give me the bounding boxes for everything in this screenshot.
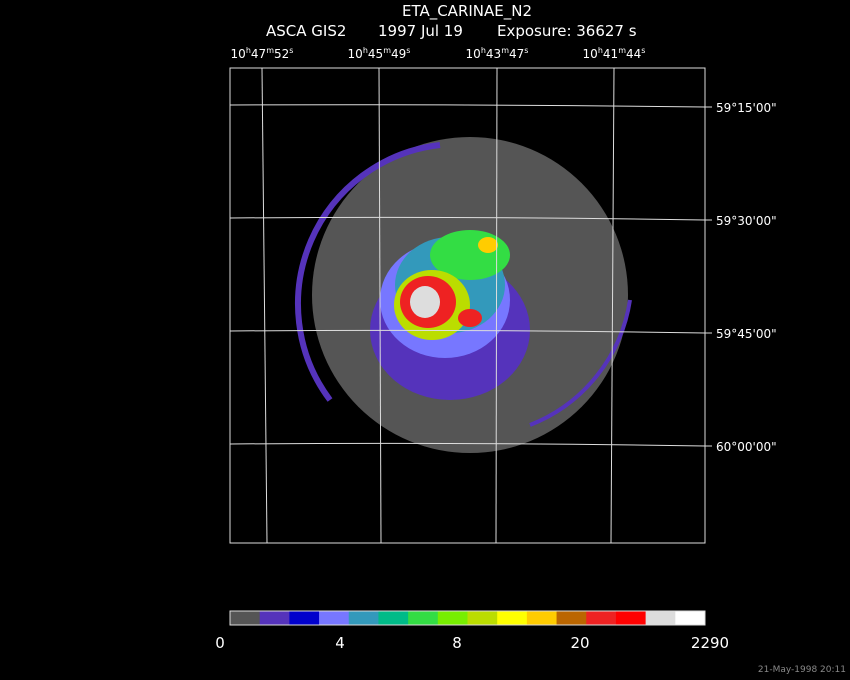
ra-grid-line xyxy=(495,67,498,544)
ra-unit: h xyxy=(598,46,603,55)
coordinate-grid xyxy=(229,67,706,544)
title: ETA_CARINAE_N2 xyxy=(402,2,532,21)
ra-unit: s xyxy=(641,46,645,55)
ra-label: 10h47m52s xyxy=(231,46,294,61)
dec-label: 59°30'00" xyxy=(716,214,777,228)
ra-unit: m xyxy=(501,46,509,55)
colorbar-segment xyxy=(259,611,290,625)
timestamp: 21-May-1998 20:11 xyxy=(758,665,846,675)
dec-label: 59°15'00" xyxy=(716,101,777,115)
ra-unit: m xyxy=(383,46,391,55)
rim xyxy=(295,142,441,402)
ra-unit: m xyxy=(266,46,274,55)
instrument: ASCA GIS2 xyxy=(266,22,346,40)
ra-unit: m xyxy=(618,46,626,55)
ra-grid-line xyxy=(261,67,268,544)
dec-grid-line xyxy=(229,442,706,447)
x-ray-image xyxy=(295,137,632,453)
colorbar-segment xyxy=(437,611,468,625)
date: 1997 Jul 19 xyxy=(378,22,463,40)
ra-unit: h xyxy=(246,46,251,55)
ra-label: 10h45m49s xyxy=(348,46,411,61)
core xyxy=(410,286,440,318)
ra-number: 10 xyxy=(231,47,246,61)
colorbar-label: 2290 xyxy=(691,634,729,652)
colorbar-segment xyxy=(289,611,320,625)
ra-unit: s xyxy=(524,46,528,55)
dec-label: 60°00'00" xyxy=(716,440,777,454)
ra-label: 10h41m44s xyxy=(583,46,646,61)
ra-number: 10 xyxy=(348,47,363,61)
ra-number: 10 xyxy=(466,47,481,61)
colorbar-segment xyxy=(586,611,617,625)
blob xyxy=(458,309,482,327)
ra-label: 10h43m47s xyxy=(466,46,529,61)
colorbar-label: 20 xyxy=(570,634,589,652)
dec-grid-line xyxy=(229,216,706,221)
colorbar-segment xyxy=(348,611,379,625)
ra-unit: h xyxy=(481,46,486,55)
ra-unit: s xyxy=(406,46,410,55)
colorbar-segment xyxy=(526,611,558,625)
ra-unit: h xyxy=(363,46,368,55)
ra-number: 45 xyxy=(368,47,383,61)
ra-number: 52 xyxy=(274,47,289,61)
colorbar-segment xyxy=(645,611,676,625)
colorbar-label: 0 xyxy=(215,634,225,652)
dec-label: 59°45'00" xyxy=(716,327,777,341)
ra-number: 47 xyxy=(509,47,524,61)
ra-number: 10 xyxy=(583,47,598,61)
ra-unit: s xyxy=(289,46,293,55)
colorbar-segment xyxy=(675,611,706,625)
blob xyxy=(478,237,498,253)
colorbar-segment xyxy=(230,611,261,625)
colorbar-segment xyxy=(467,611,498,625)
colorbar-label: 4 xyxy=(335,634,345,652)
ra-grid-line xyxy=(378,67,382,544)
colorbar: 0 4 8 20 2290 xyxy=(215,610,729,652)
colorbar-segment xyxy=(408,611,439,625)
rim xyxy=(529,299,632,427)
ra-number: 43 xyxy=(486,47,501,61)
ra-number: 47 xyxy=(251,47,266,61)
dec-grid-line xyxy=(229,104,706,108)
colorbar-label: 8 xyxy=(452,634,462,652)
colorbar-segment xyxy=(378,611,409,625)
ra-number: 41 xyxy=(603,47,618,61)
ra-grid-line xyxy=(610,67,615,544)
ra-number: 49 xyxy=(391,47,406,61)
colorbar-segment xyxy=(615,611,647,625)
exposure: Exposure: 36627 s xyxy=(497,22,637,40)
colorbar-segment xyxy=(319,611,350,625)
dec-grid-line xyxy=(229,329,706,334)
image-frame xyxy=(229,67,706,544)
colorbar-frame xyxy=(229,610,706,626)
ra-number: 44 xyxy=(626,47,641,61)
colorbar-segment xyxy=(556,611,587,625)
colorbar-segment xyxy=(497,611,528,625)
